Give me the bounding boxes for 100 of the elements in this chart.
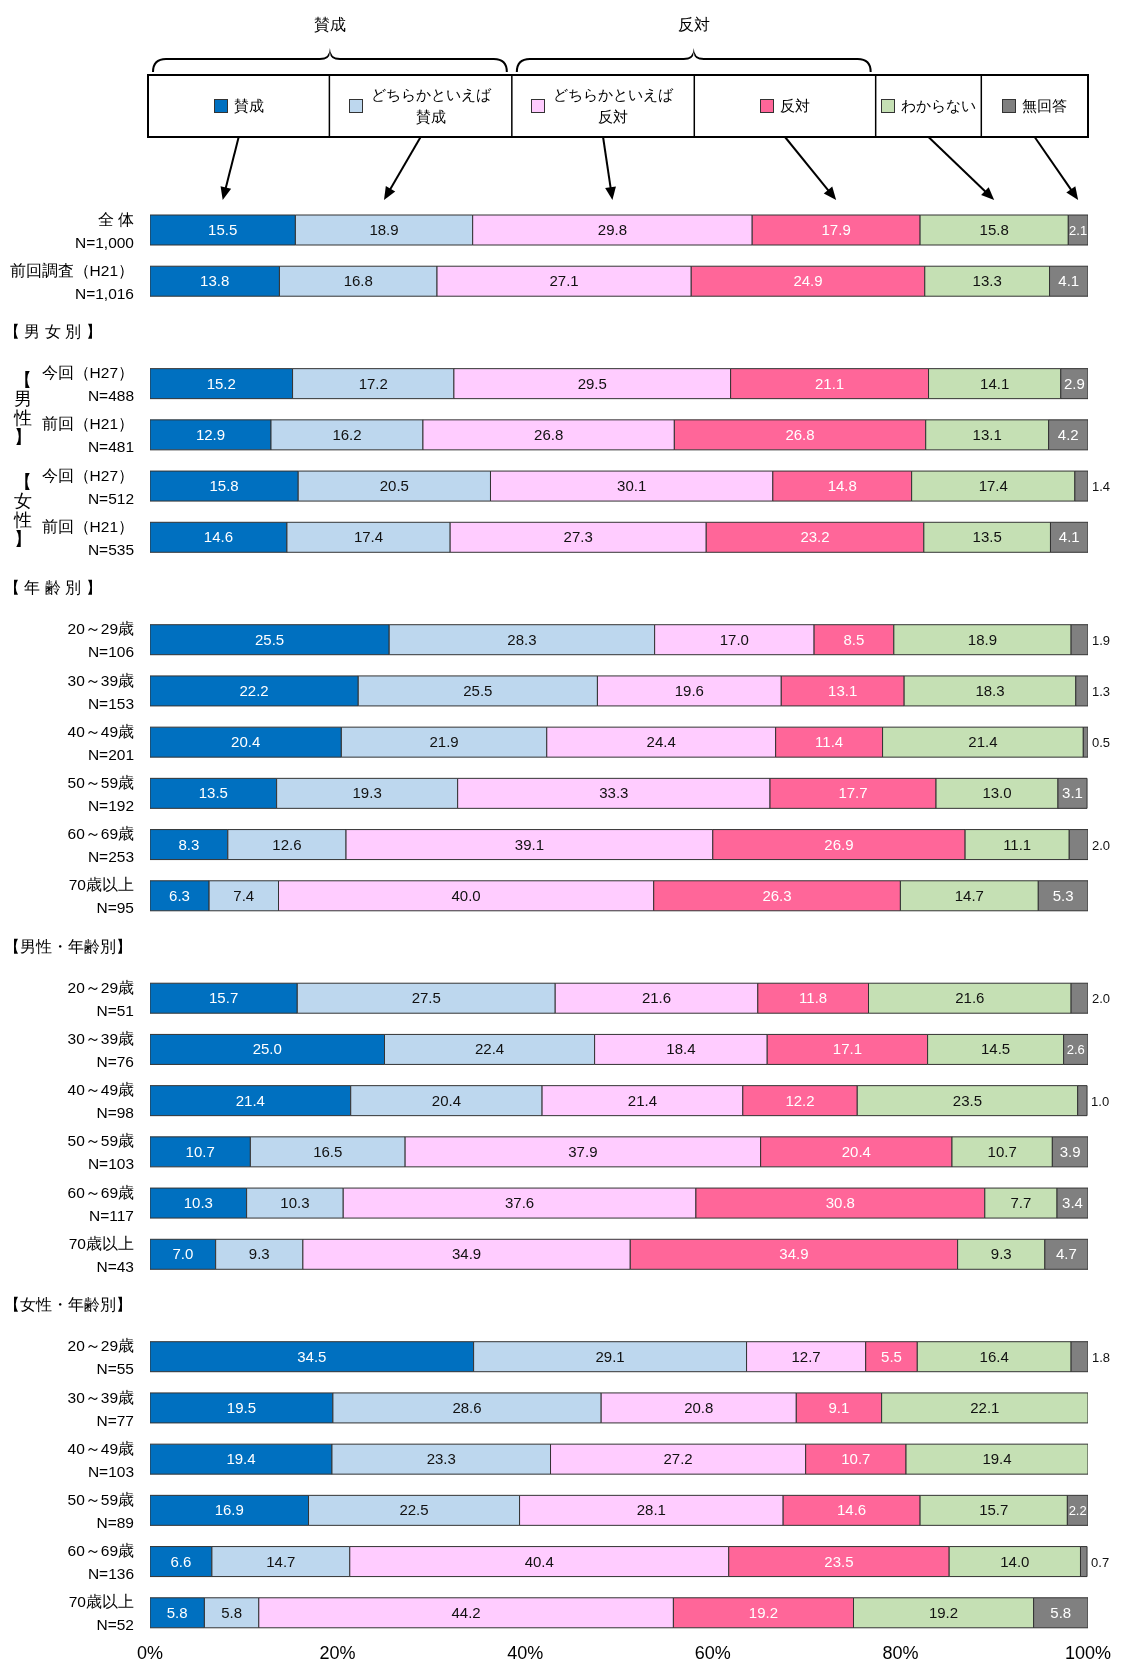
x-tick-label: 60% (694, 1642, 731, 1663)
data-label: 7.7 (1010, 1194, 1032, 1212)
y-tick-label: 前回（H21） N=481 (41, 415, 134, 456)
data-label: 21.4 (968, 733, 998, 751)
data-label: 13.1 (972, 425, 1002, 443)
data-label: 1.9 (1092, 632, 1111, 648)
data-label: 10.7 (185, 1142, 215, 1160)
data-label: 18.3 (975, 681, 1005, 699)
text: 【 年 齢 別 】 (4, 578, 102, 599)
x-tick-label: 40% (507, 1642, 544, 1663)
data-label: 27.3 (563, 528, 593, 546)
data-label: 14.1 (980, 374, 1010, 392)
data-label: 21.4 (627, 1091, 658, 1109)
data-label: 22.4 (474, 1040, 505, 1058)
data-label: 2.6 (1066, 1042, 1085, 1058)
y-tick-label: 40～49歳 N=98 (67, 1081, 134, 1122)
data-label: 11.4 (815, 733, 844, 751)
text: 賛成 (313, 16, 346, 33)
data-label: 15.2 (206, 374, 236, 392)
y-tick-label: 20～29歳 N=106 (67, 620, 134, 661)
y-tick-label: 40～49歳 N=201 (67, 722, 134, 763)
data-label: 16.4 (979, 1347, 1009, 1365)
data-label: 37.6 (504, 1194, 535, 1212)
data-label: 29.8 (597, 221, 628, 238)
data-label: 19.5 (226, 1398, 257, 1416)
data-label: 3.9 (1059, 1142, 1081, 1160)
data-label: 26.8 (534, 425, 564, 443)
data-label: 27.1 (549, 272, 579, 290)
y-tick-label: 30～39歳 N=153 (67, 671, 134, 712)
data-label: 17.7 (838, 784, 868, 802)
y-tick-label: 70歳以上 N=52 (68, 1593, 134, 1634)
data-label: 13.5 (198, 784, 228, 802)
data-label: 39.1 (514, 835, 545, 853)
y-tick-label: 30～39歳 N=77 (67, 1388, 134, 1429)
data-label: 23.3 (426, 1450, 456, 1468)
data-label: 22.2 (239, 681, 269, 699)
data-label: 2.2 (1068, 1503, 1087, 1519)
data-label: 17.9 (821, 221, 851, 238)
data-label: 20.8 (684, 1398, 714, 1416)
data-label: 18.4 (666, 1040, 696, 1058)
data-label: 22.1 (970, 1398, 1000, 1416)
data-label: 40.0 (451, 886, 481, 904)
data-label: 10.7 (841, 1450, 871, 1468)
data-label: 17.4 (353, 528, 384, 546)
data-label: 28.1 (636, 1501, 666, 1519)
data-label: 0.5 (1092, 735, 1111, 751)
data-label: 20.4 (841, 1142, 871, 1160)
data-label: 25.0 (252, 1040, 282, 1058)
data-label: 37.9 (568, 1142, 598, 1160)
data-label: 33.3 (599, 784, 629, 802)
data-label: 10.7 (987, 1142, 1017, 1160)
data-label: 2.0 (1092, 837, 1111, 853)
data-label: 4.1 (1058, 272, 1080, 290)
data-label: 19.6 (674, 681, 704, 699)
data-label: 3.1 (1062, 784, 1083, 802)
data-label: 20.4 (431, 1091, 462, 1109)
data-label: 23.2 (800, 528, 830, 546)
data-label: 23.5 (824, 1552, 854, 1570)
data-label: 15.7 (979, 1501, 1009, 1519)
data-label: 18.9 (369, 221, 399, 238)
data-label: 26.3 (762, 886, 792, 904)
data-label: 12.2 (785, 1091, 815, 1109)
data-label: 12.9 (195, 425, 226, 443)
text: 【 男 女 別 】 (4, 322, 102, 343)
y-tick-label: 前回（H21） N=535 (41, 517, 134, 558)
text: 【男性】 (12, 369, 33, 447)
data-label: 30.8 (825, 1194, 855, 1212)
data-label: 14.7 (266, 1552, 296, 1570)
data-label: 27.2 (663, 1450, 693, 1468)
data-label: 16.2 (332, 425, 362, 443)
data-label: 13.3 (972, 272, 1002, 290)
data-label: 25.5 (463, 681, 493, 699)
data-label: 11.8 (799, 989, 828, 1007)
y-tick-label: 50～59歳 N=103 (67, 1132, 134, 1173)
text: 【女性・年齢別】 (4, 1295, 132, 1316)
y-tick-label: 30～39歳 N=76 (67, 1030, 134, 1071)
x-tick-label: 80% (882, 1642, 919, 1663)
y-tick-label: 60～69歳 N=136 (67, 1542, 134, 1583)
y-tick-label: 全 体 N=1,000 (74, 210, 135, 251)
data-label: 17.1 (832, 1040, 862, 1058)
data-label: 14.5 (981, 1040, 1011, 1058)
data-label: 21.4 (235, 1091, 265, 1109)
data-label: 44.2 (451, 1603, 481, 1621)
data-label: 19.4 (982, 1450, 1012, 1468)
data-label: 9.1 (828, 1398, 850, 1416)
text: 【女性】 (12, 472, 33, 550)
text: 【男性・年齢別】 (4, 936, 132, 957)
data-label: 18.9 (967, 630, 998, 648)
data-label: 3.4 (1062, 1194, 1083, 1212)
data-label: 13.0 (982, 784, 1012, 802)
data-label: 13.5 (972, 528, 1002, 546)
data-label: 22.5 (399, 1501, 429, 1519)
data-label: 7.4 (233, 886, 255, 904)
data-label: 10.3 (183, 1194, 213, 1212)
data-label: 15.5 (208, 221, 238, 238)
data-label: 19.3 (352, 784, 382, 802)
data-label: 2.0 (1092, 991, 1111, 1007)
data-label: 19.2 (748, 1603, 779, 1621)
data-label: 0.7 (1091, 1554, 1110, 1570)
data-label: 23.5 (952, 1091, 983, 1109)
